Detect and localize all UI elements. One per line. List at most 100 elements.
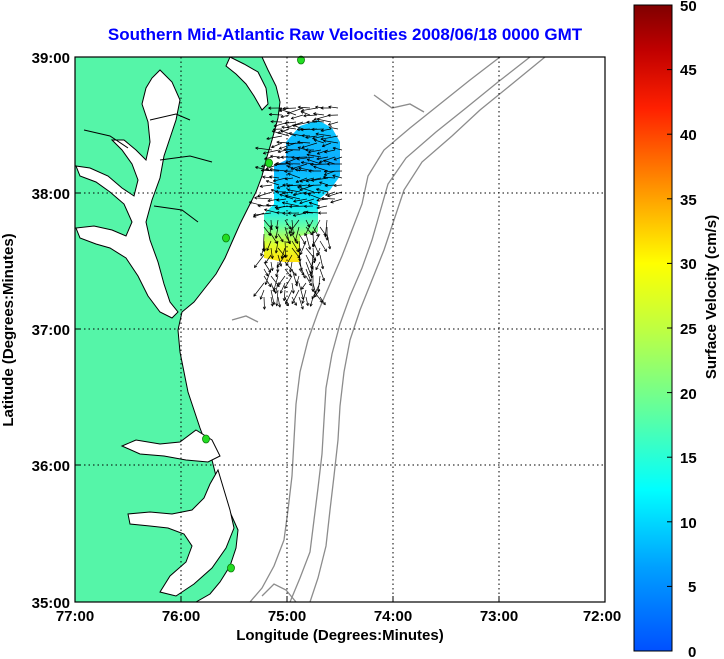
velocity-arrow — [289, 204, 307, 209]
velocity-arrow — [275, 268, 279, 278]
velocity-arrow — [265, 180, 280, 186]
velocity-arrow — [264, 208, 279, 214]
bathymetry-contours — [231, 57, 546, 602]
velocity-arrow — [295, 275, 300, 285]
albemarle-sound — [120, 429, 221, 463]
velocity-arrow — [327, 121, 339, 126]
velocity-arrow — [291, 296, 297, 306]
colorbar-tick-label: 20 — [680, 386, 697, 403]
velocity-arrow — [306, 158, 322, 165]
velocity-arrow — [295, 168, 308, 172]
velocity-arrow — [299, 240, 307, 256]
y-tick-label: 36:00 — [32, 458, 70, 475]
velocity-arrow — [279, 282, 286, 294]
velocity-arrow — [284, 219, 292, 230]
velocity-arrow — [282, 106, 297, 111]
velocity-arrow — [326, 162, 342, 166]
velocity-arrow — [313, 138, 325, 144]
velocity-arrow — [274, 205, 293, 210]
colorbar-label: Surface Velocity (cm/s) — [703, 215, 720, 379]
velocity-arrow — [313, 165, 329, 172]
velocity-arrow — [316, 205, 328, 210]
velocity-arrow — [262, 149, 280, 155]
velocity-arrow — [270, 261, 274, 272]
velocity-arrow — [312, 247, 316, 264]
velocity-arrow — [271, 130, 290, 137]
velocity-arrow — [321, 196, 336, 201]
velocity-arrow — [268, 226, 272, 236]
velocity-arrow — [268, 112, 283, 117]
velocity-arrow — [333, 183, 343, 188]
y-tick-label: 39:00 — [32, 50, 70, 67]
velocity-arrow — [253, 254, 265, 269]
velocity-arrow — [301, 134, 311, 138]
pamlico-sound — [127, 468, 235, 597]
velocity-arrow — [279, 108, 297, 116]
velocity-arrow — [332, 174, 343, 179]
velocity-arrow — [265, 163, 280, 170]
velocity-arrow — [291, 233, 299, 244]
velocity-arrow — [289, 261, 293, 273]
colorbar-tick-label: 0 — [688, 644, 696, 659]
velocity-arrow — [318, 156, 336, 164]
velocity-arrow — [297, 185, 315, 193]
velocity-arrow — [328, 126, 339, 130]
velocity-arrow — [298, 268, 305, 276]
velocity-arrow — [284, 169, 294, 173]
velocity-arrow — [291, 155, 308, 160]
velocity-arrow — [309, 296, 314, 307]
velocity-arrow — [298, 296, 304, 310]
velocity-arrow — [297, 140, 311, 144]
station-marker — [202, 434, 210, 444]
velocity-arrow — [266, 203, 279, 207]
velocity-arrow — [298, 166, 315, 172]
velocity-arrow — [271, 142, 283, 148]
velocity-arrow — [305, 135, 318, 139]
y-axis-ticks: 39:00 38:00 37:00 36:00 35:00 — [32, 50, 70, 612]
velocity-arrow — [283, 147, 301, 152]
velocity-arrow — [293, 198, 308, 203]
velocity-arrow — [300, 282, 307, 290]
velocity-arrow — [307, 183, 322, 188]
velocity-arrow — [253, 212, 272, 217]
grid-lines — [75, 57, 605, 602]
velocity-arrow — [284, 121, 297, 125]
colorbar-tick-label: 10 — [680, 515, 697, 532]
velocity-arrow — [272, 177, 287, 183]
velocity-arrow — [277, 296, 282, 308]
velocity-arrow — [330, 198, 343, 204]
velocity-arrow — [322, 139, 339, 144]
velocity-arrow — [319, 268, 325, 282]
velocity-arrow — [319, 296, 326, 306]
velocity-arrow — [297, 105, 311, 109]
velocity-arrow — [287, 172, 301, 179]
velocity-arrow — [276, 254, 286, 268]
velocity-arrow — [263, 275, 272, 288]
velocity-vectors — [248, 105, 343, 310]
velocity-arrow — [291, 219, 295, 235]
velocity-arrow — [323, 170, 336, 176]
chesapeake-bay — [75, 69, 181, 319]
velocity-arrow — [262, 175, 273, 179]
velocity-arrow — [316, 247, 321, 257]
velocity-arrow — [281, 201, 300, 207]
velocity-arrow — [306, 120, 318, 124]
velocity-arrow — [319, 226, 327, 236]
velocity-arrow — [311, 233, 321, 247]
velocity-arrow — [288, 132, 304, 137]
velocity-arrow — [270, 154, 280, 158]
velocity-arrow — [270, 120, 283, 124]
velocity-arrow — [304, 219, 314, 237]
velocity-arrow — [274, 282, 279, 294]
colorbar-tick-label: 15 — [680, 450, 697, 467]
velocity-arrow — [259, 184, 273, 188]
x-axis-ticks: 77:00 76:00 75:00 74:00 73:00 72:00 — [56, 608, 621, 625]
y-axis-label: Latitude (Degrees:Minutes) — [0, 233, 17, 426]
colorbar-tick-label: 5 — [688, 579, 696, 596]
velocity-arrow — [315, 188, 329, 193]
velocity-arrow — [284, 233, 291, 245]
velocity-arrow — [305, 296, 310, 307]
x-tick-label: 76:00 — [162, 608, 200, 625]
velocity-arrow — [276, 198, 287, 202]
